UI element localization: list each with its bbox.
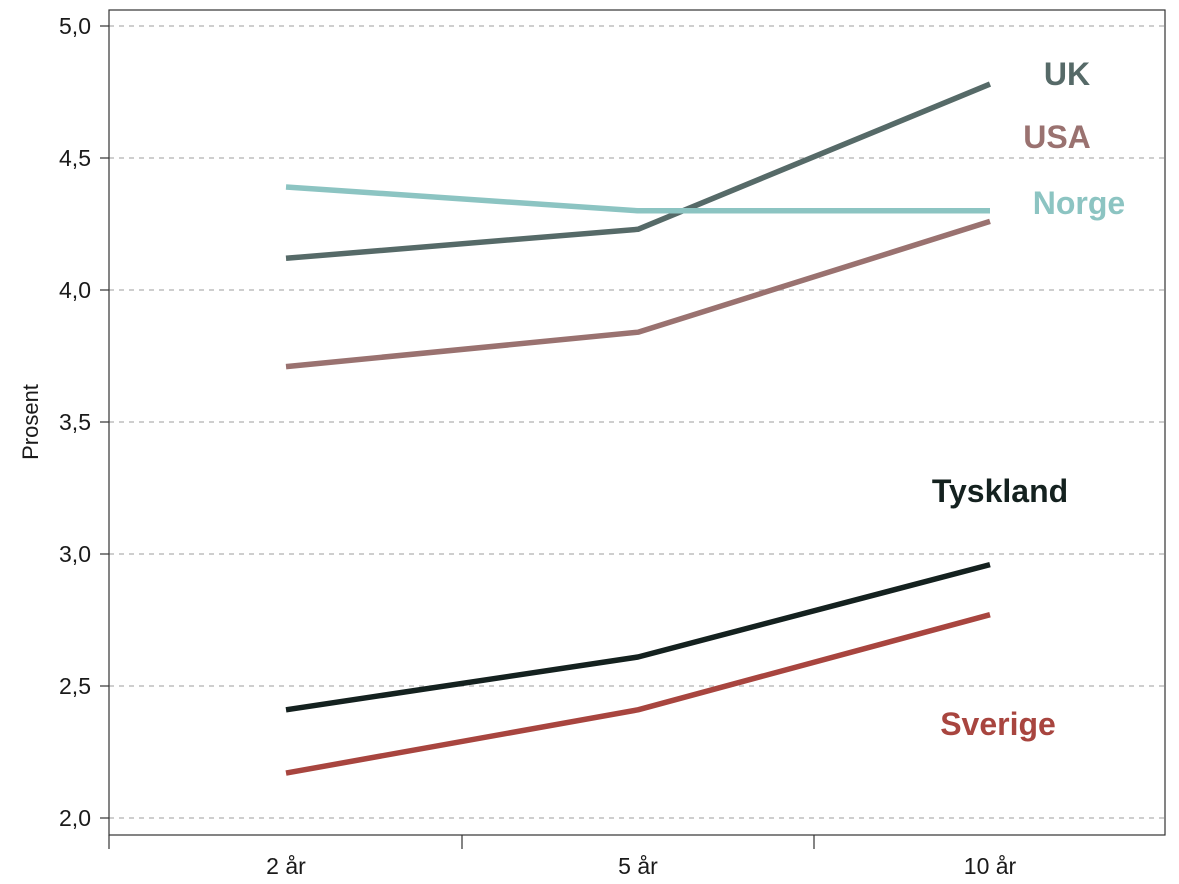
x-tick-label: 2 år: [266, 853, 306, 879]
series-line-uk: [285, 81, 992, 262]
x-tick-label: 5 år: [618, 853, 658, 879]
y-tick-label: 3,5: [59, 409, 91, 435]
y-tick-label: 2,0: [59, 805, 91, 831]
y-tick-label: 4,0: [59, 277, 91, 303]
y-axis-title: Prosent: [18, 384, 43, 460]
series-lines: [285, 81, 992, 776]
x-axis: 2 år 5 år 10 år: [108, 835, 1017, 879]
series-label-uk: UK: [1044, 56, 1090, 92]
y-tick-label: 5,0: [59, 13, 91, 39]
series-label-usa: USA: [1023, 119, 1091, 155]
y-tick-label: 4,5: [59, 145, 91, 171]
y-axis: 2,0 2,5 3,0 3,5 4,0 4,5 5,0: [59, 13, 109, 831]
x-tick-label: 10 år: [964, 853, 1017, 879]
series-line-norge: [285, 184, 990, 214]
series-label-tyskland: Tyskland: [932, 473, 1068, 509]
series-line-tyskland: [285, 561, 991, 713]
grid-lines: [109, 25, 1165, 819]
series-label-sverige: Sverige: [940, 706, 1056, 742]
series-label-norge: Norge: [1033, 185, 1125, 221]
series-labels: UK USA Norge Tyskland Sverige: [932, 56, 1125, 742]
series-line-usa: [285, 218, 991, 370]
y-tick-label: 2,5: [59, 673, 91, 699]
series-line-sverige: [285, 612, 991, 776]
y-tick-label: 3,0: [59, 541, 91, 567]
